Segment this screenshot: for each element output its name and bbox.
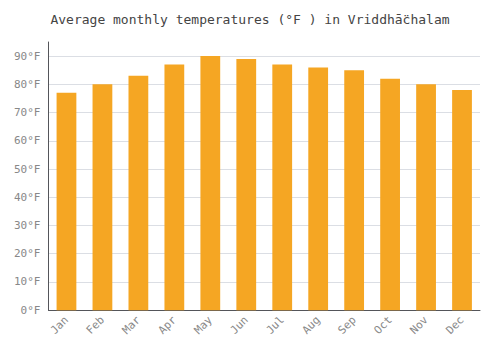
svg-text:90°F: 90°F xyxy=(14,50,41,63)
svg-text:Mar: Mar xyxy=(120,313,143,336)
svg-text:0°F: 0°F xyxy=(21,304,41,317)
svg-text:Aug: Aug xyxy=(300,314,323,337)
svg-text:70°F: 70°F xyxy=(14,106,41,119)
svg-text:10°F: 10°F xyxy=(14,275,41,288)
svg-text:Dec: Dec xyxy=(443,314,466,337)
svg-text:Sep: Sep xyxy=(336,314,359,337)
svg-text:20°F: 20°F xyxy=(14,247,41,260)
svg-text:Jan: Jan xyxy=(48,314,71,337)
svg-text:Apr: Apr xyxy=(156,313,179,336)
svg-text:Jul: Jul xyxy=(264,314,287,337)
svg-text:Nov: Nov xyxy=(407,313,430,336)
svg-text:30°F: 30°F xyxy=(14,219,41,232)
svg-text:Jun: Jun xyxy=(228,314,251,337)
svg-text:50°F: 50°F xyxy=(14,163,41,176)
svg-text:Feb: Feb xyxy=(84,314,107,337)
svg-text:Oct: Oct xyxy=(371,314,394,337)
svg-text:Average monthly temperatures (: Average monthly temperatures (°F ) in Vr… xyxy=(50,12,449,27)
svg-text:60°F: 60°F xyxy=(14,134,41,147)
svg-text:80°F: 80°F xyxy=(14,78,41,91)
svg-text:May: May xyxy=(192,313,215,336)
svg-text:40°F: 40°F xyxy=(14,191,41,204)
